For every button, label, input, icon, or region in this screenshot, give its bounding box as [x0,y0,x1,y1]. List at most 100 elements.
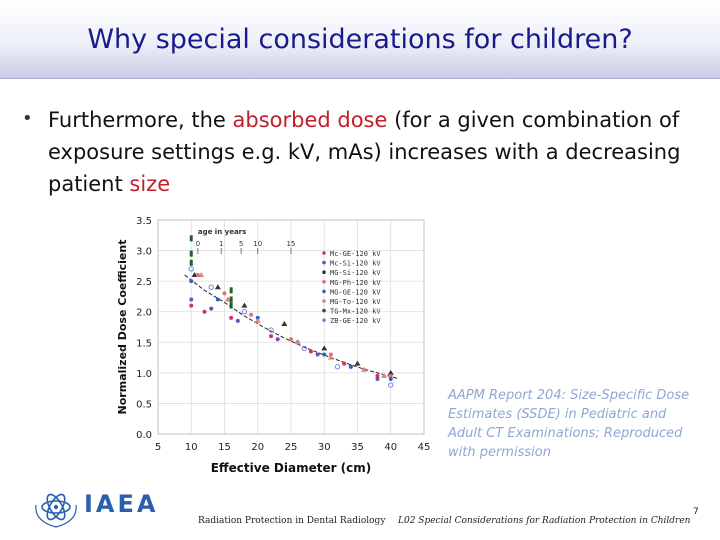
data-point [188,266,194,272]
data-point [224,296,231,302]
highlight-absorbed-dose: absorbed dose [232,108,388,132]
y-tick-label: 0.5 [136,399,152,410]
data-point [315,352,320,357]
data-point [321,345,328,351]
data-point [375,376,380,381]
page-number: 7 [693,507,699,517]
age-tick-label: 15 [287,240,296,248]
highlight-size: size [129,172,171,196]
data-point [254,317,261,323]
data-point [281,320,288,326]
x-tick-label: 15 [218,442,231,453]
x-tick-label: 30 [318,442,331,453]
legend-entry: MG-Si-120 kV [330,269,381,277]
bullet-text: Furthermore, the absorbed dose (for a gi… [48,104,688,200]
bullet-part-2: (for a given combination of exposure set… [48,108,681,196]
data-point [189,250,193,257]
data-point [229,287,233,294]
legend-marker [322,280,326,284]
data-point [208,284,214,290]
x-tick-label: 20 [251,442,264,453]
data-point [388,373,393,378]
dose-chart-svg: 0.00.51.01.52.02.53.03.55 10 15 20 25 30 35 40 4… [116,216,431,475]
data-point [301,345,308,352]
legend-entry: TG-Mx-120 kV [330,308,381,316]
legend-marker [322,270,326,274]
data-point [241,309,248,315]
data-point [249,312,254,317]
x-tick-label: 25 [285,442,298,453]
age-tick-label: 0 [196,240,200,248]
y-tick-label: 0.0 [136,430,152,441]
data-point [235,318,240,323]
x-tick-label: 45 [418,442,431,453]
data-point [334,364,341,370]
y-tick-label: 3.5 [136,216,152,227]
data-point [327,354,334,360]
data-point [348,364,353,369]
data-point [222,291,227,296]
x-tick-label: 40 [384,442,397,453]
bullet-marker: • [22,108,33,129]
dose-chart: 0.0 0.5 1.0 1.5 2.0 2.5 3.0 3.5 5 10 15 20 25 30 35 40 4… [112,210,442,485]
data-point [202,309,207,314]
legend-entry: MG-GE-120 kV [330,288,381,296]
data-point [294,339,301,345]
data-point [289,337,293,342]
legend-marker [322,308,326,313]
data-point [189,279,194,284]
x-tick-label: 5 [155,442,161,453]
data-point [342,361,347,366]
data-point [189,259,193,266]
y-tick-label: 1.0 [136,369,152,380]
data-point [198,272,205,278]
data-point [209,306,214,311]
age-tick-label: 10 [253,240,262,248]
data-point [322,352,327,357]
data-point [268,327,274,333]
y-tick-label: 1.5 [136,338,152,349]
y-tick-label: 2.0 [136,308,152,319]
legend-marker [322,251,326,255]
legend-marker [322,318,326,322]
legend-marker [322,289,326,294]
atom-icon [35,493,77,528]
data-point [241,302,248,308]
data-point [189,303,194,308]
data-point [308,349,313,354]
data-point [189,235,193,242]
legend-entry: Mc-GE-120 kV [330,250,381,258]
title-band [0,0,720,79]
logo-text: IAEA [84,490,159,518]
data-point [328,352,333,357]
slide-title: Why special considerations for children? [87,24,633,55]
y-tick-label: 3.0 [136,247,152,258]
data-point [269,334,274,339]
age-tick-label: 1 [219,240,223,248]
data-point [255,315,260,320]
iaea-logo [35,493,77,528]
data-point [214,284,221,290]
x-tick-label: 10 [185,442,198,453]
data-point [388,376,393,381]
data-point [189,297,194,302]
fit-curve [184,274,398,379]
figure-credit: AAPM Report 204: Size-Specific Dose Esti… [448,388,690,460]
footer-center: L02 Special Considerations for Radiation… [398,516,691,526]
data-point [229,296,233,303]
legend-entry: MG-Ph-120 kV [330,279,381,287]
age-axis-title: age in years [198,228,246,236]
legend-marker [322,299,326,303]
data-point [361,366,368,372]
y-axis-label: Normalized Dose Coefficient [116,240,129,415]
x-axis-label: Effective Diameter (cm) [211,461,372,475]
data-point [354,360,361,366]
age-tick-label: 5 [239,240,243,248]
data-point [387,369,394,375]
legend-entry: Mc-Si-120 kV [330,260,381,268]
footer-left: Radiation Protection in Dental Radiology [198,516,386,526]
plot-frame [157,219,425,435]
x-tick-label: 35 [351,442,364,453]
data-point [229,302,233,309]
legend-entry: ZB-GE-120 kV [330,317,381,325]
